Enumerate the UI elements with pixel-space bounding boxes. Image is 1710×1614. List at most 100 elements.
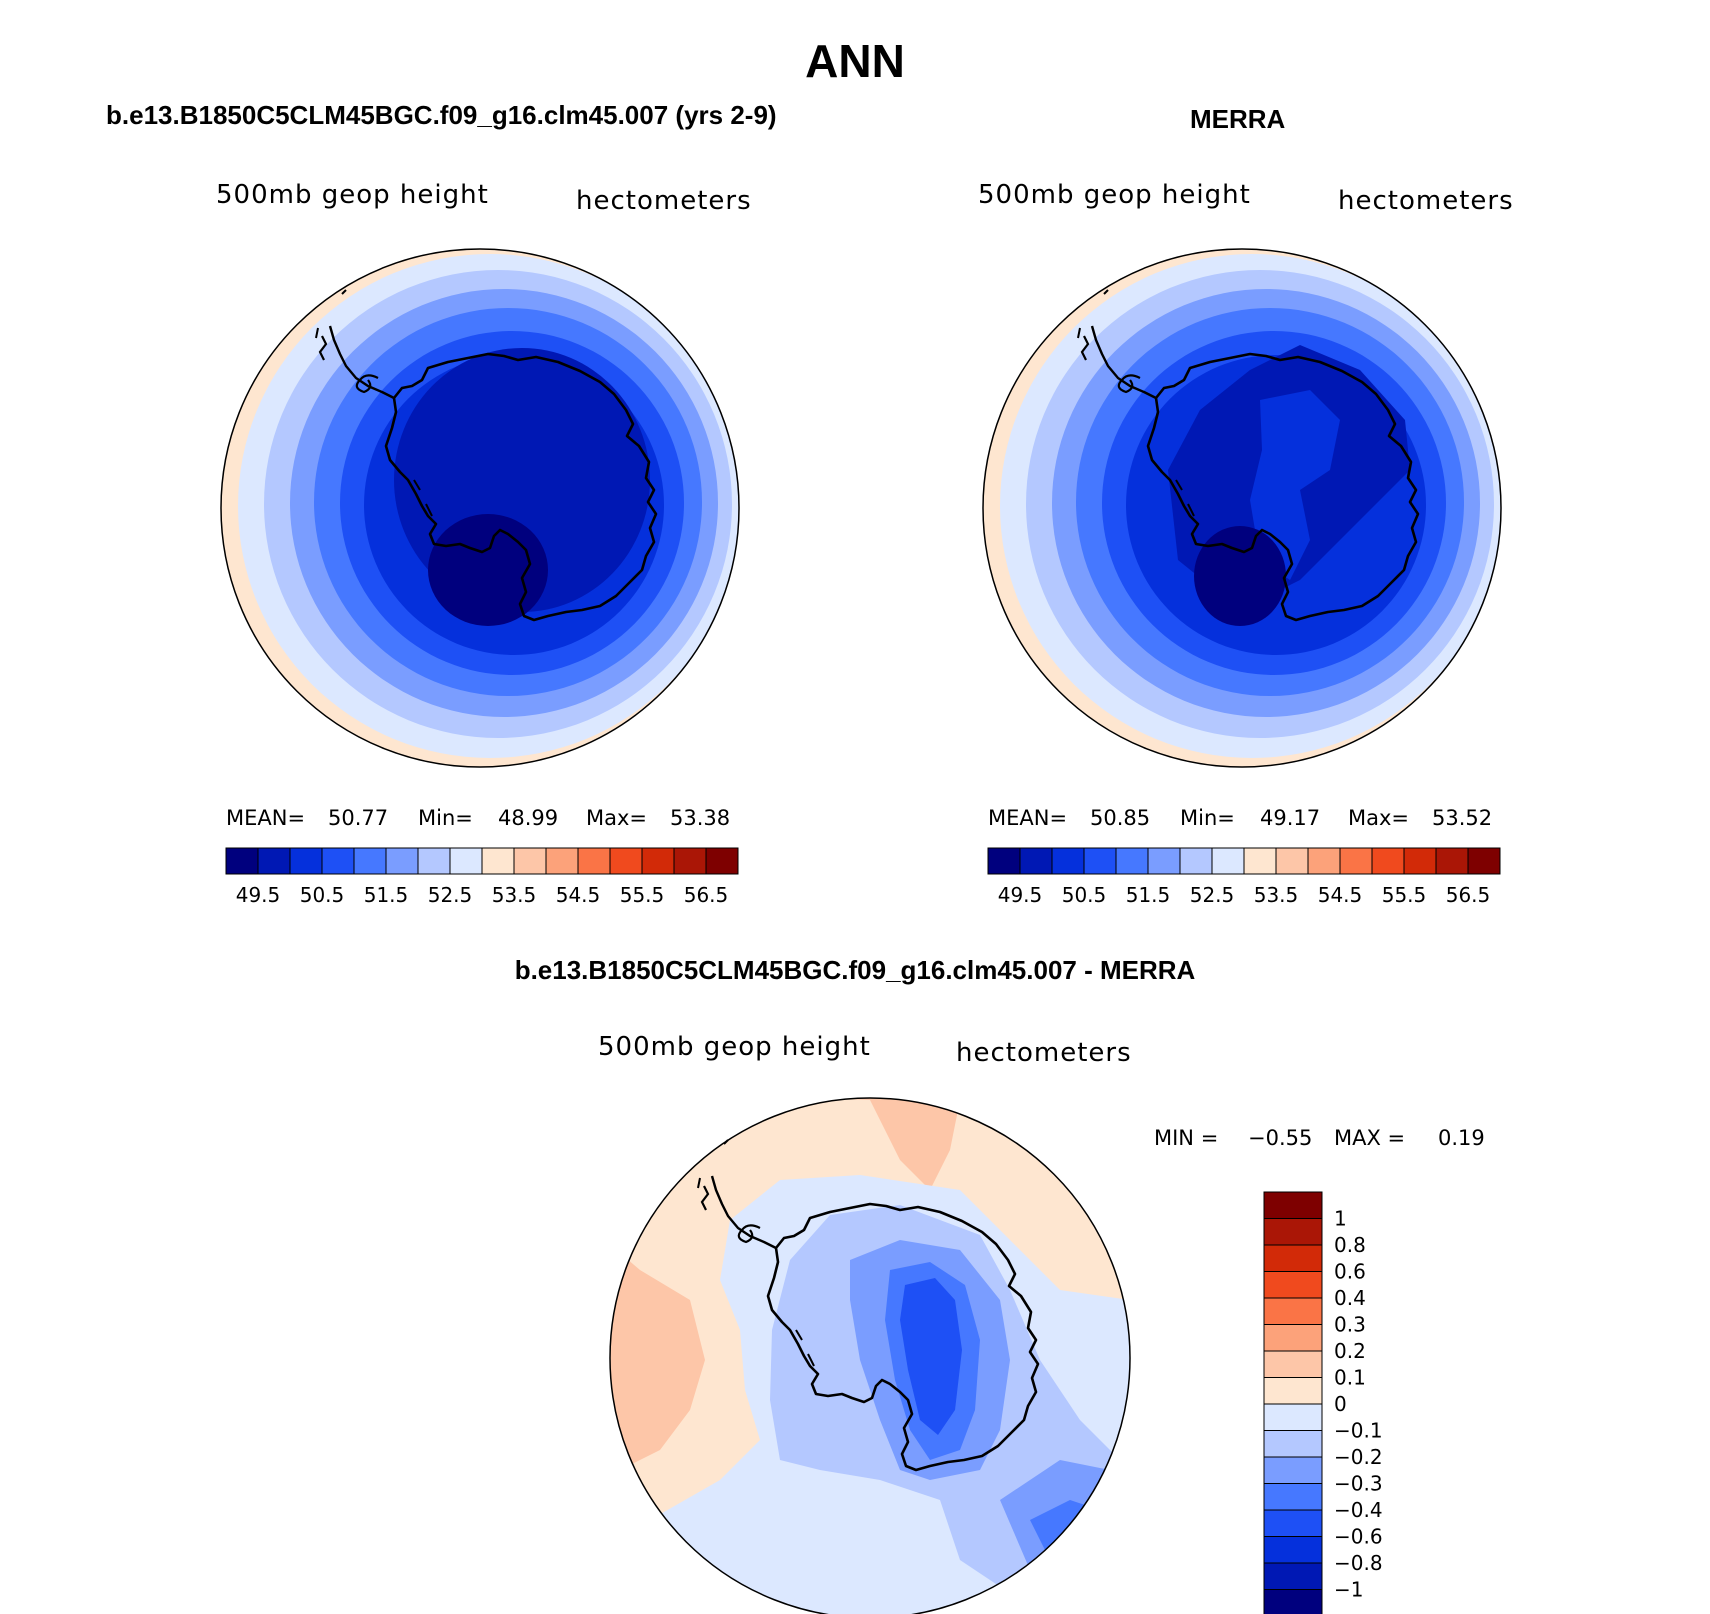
panel2-max-label: Max=: [1348, 806, 1410, 830]
panel1-colorbar-box: [609, 847, 643, 875]
panel2-colorbar-box: [1179, 847, 1213, 875]
panel3-colorbar-box: [1263, 1191, 1323, 1219]
panel1-units-label: hectometers: [576, 186, 752, 216]
panel3-colorbar-box: [1263, 1271, 1323, 1299]
panel3-map: [609, 1097, 1131, 1614]
panel1-colorbar-box: [385, 847, 419, 875]
panel1-colorbar-box: [673, 847, 707, 875]
panel2-colorbar-tick-label: 54.5: [1318, 883, 1363, 907]
panel3-colorbar-tick-label: 0.4: [1334, 1286, 1366, 1310]
panel1-colorbar: 49.5 50.5 51.5 52.5 53.5 54.5 55.5 56.5: [225, 847, 739, 907]
panel3-colorbar-box: [1263, 1297, 1323, 1325]
panel1-variable-label: 500mb geop height: [216, 180, 489, 210]
panel2-colorbar-tick-label: 55.5: [1382, 883, 1427, 907]
panel3-colorbar-box: [1263, 1509, 1323, 1537]
panel2-colorbar-box: [1275, 847, 1309, 875]
panel2-title: MERRA: [1190, 104, 1286, 134]
panel2-colorbar-box: [1211, 847, 1245, 875]
panel1-colorbar-tick-label: 52.5: [428, 883, 473, 907]
panel2-colorbar-box: [1435, 847, 1469, 875]
panel1-colorbar-box: [289, 847, 323, 875]
panel3-colorbar-box: [1263, 1324, 1323, 1352]
panel2-max-value: 53.52: [1432, 806, 1493, 830]
panel2-colorbar-tick-label: 49.5: [998, 883, 1043, 907]
panel3-colorbar-tick-label: 1: [1334, 1207, 1347, 1231]
panel2-min-label: Min=: [1180, 806, 1235, 830]
panel2-colorbar-tick-label: 52.5: [1190, 883, 1235, 907]
panel3-colorbar-box: [1263, 1403, 1323, 1431]
panel1-colorbar-box: [225, 847, 259, 875]
panel3-colorbar: 10.8 0.60.4 0.30.2 0.10 −0.1−0.2 −0.3−0.4 −0.6…: [1263, 1191, 1383, 1614]
panel1-colorbar-tick-label: 49.5: [236, 883, 281, 907]
panel2-colorbar: 49.5 50.5 51.5 52.5 53.5 54.5 55.5 56.5: [987, 847, 1501, 907]
panel1-mean-label: MEAN=: [226, 806, 306, 830]
panel1-colorbar-tick-label: 56.5: [684, 883, 729, 907]
panel1-colorbar-box: [257, 847, 291, 875]
panel3-colorbar-tick-label: −0.6: [1334, 1525, 1383, 1549]
panel2-colorbar-box: [1147, 847, 1181, 875]
panel3-colorbar-tick-label: 0: [1334, 1392, 1347, 1416]
panel1-map: [220, 248, 740, 768]
panel1-colorbar-box: [641, 847, 675, 875]
panel2-colorbar-tick-label: 56.5: [1446, 883, 1491, 907]
panel1-colorbar-tick-label: 51.5: [364, 883, 409, 907]
panel1-title: b.e13.B1850C5CLM45BGC.f09_g16.clm45.007 …: [106, 100, 777, 130]
panel2-colorbar-box: [1019, 847, 1053, 875]
panel1-max-label: Max=: [586, 806, 648, 830]
panel1-colorbar-box: [353, 847, 387, 875]
panel3-colorbar-box: [1263, 1536, 1323, 1564]
panel2-colorbar-box: [1051, 847, 1085, 875]
panel3-colorbar-box: [1263, 1430, 1323, 1458]
panel3-colorbar-box: [1263, 1456, 1323, 1484]
panel1-min-label: Min=: [418, 806, 473, 830]
panel3-colorbar-tick-label: −0.4: [1334, 1498, 1383, 1522]
panel3-colorbar-box: [1263, 1589, 1323, 1614]
panel3-colorbar-tick-label: 0.3: [1334, 1313, 1366, 1337]
panel2-colorbar-tick-label: 51.5: [1126, 883, 1171, 907]
panel1-colorbar-box: [449, 847, 483, 875]
panel1-min-value: 48.99: [498, 806, 559, 830]
panel2-colorbar-box: [1339, 847, 1373, 875]
panel1-colorbar-tick-label: 53.5: [492, 883, 537, 907]
panel1-max-value: 53.38: [670, 806, 731, 830]
panel3-min-value: −0.55: [1248, 1126, 1313, 1150]
panel3-colorbar-tick-label: 0.1: [1334, 1366, 1366, 1390]
panel3-colorbar-box: [1263, 1244, 1323, 1272]
panel3-units-label: hectometers: [956, 1038, 1132, 1068]
panel3-colorbar-tick-label: −0.1: [1334, 1419, 1383, 1443]
panel1-colorbar-box: [321, 847, 355, 875]
panel1-colorbar-box: [577, 847, 611, 875]
panel3-colorbar-box: [1263, 1483, 1323, 1511]
panel1-colorbar-tick-label: 50.5: [300, 883, 345, 907]
panel3-colorbar-tick-label: 0.2: [1334, 1339, 1366, 1363]
panel2-colorbar-tick-label: 50.5: [1062, 883, 1107, 907]
panel2-colorbar-box: [1083, 847, 1117, 875]
panel2-colorbar-box: [987, 847, 1021, 875]
panel2-colorbar-tick-label: 53.5: [1254, 883, 1299, 907]
panel3-colorbar-tick-label: 0.8: [1334, 1233, 1366, 1257]
panel2-colorbar-box: [1467, 847, 1501, 875]
panel3-max-value: 0.19: [1438, 1126, 1485, 1150]
panel3-colorbar-tick-label: −0.2: [1334, 1445, 1383, 1469]
panel1-colorbar-box: [417, 847, 451, 875]
panel2-units-label: hectometers: [1338, 186, 1514, 216]
figure-title: ANN: [805, 35, 905, 87]
panel2-variable-label: 500mb geop height: [978, 180, 1251, 210]
panel2-colorbar-box: [1115, 847, 1149, 875]
panel3-colorbar-tick-label: −1: [1334, 1578, 1363, 1602]
panel2-min-value: 49.17: [1260, 806, 1321, 830]
panel3-colorbar-tick-label: 0.6: [1334, 1260, 1366, 1284]
panel1-colorbar-box: [481, 847, 515, 875]
panel2-colorbar-box: [1307, 847, 1341, 875]
panel1-colorbar-tick-label: 54.5: [556, 883, 601, 907]
panel2-colorbar-box: [1403, 847, 1437, 875]
panel3-title: b.e13.B1850C5CLM45BGC.f09_g16.clm45.007 …: [514, 955, 1196, 985]
panel3-variable-label: 500mb geop height: [598, 1032, 871, 1062]
panel3-colorbar-tick-label: −0.3: [1334, 1472, 1383, 1496]
panel3-colorbar-box: [1263, 1562, 1323, 1590]
panel3-colorbar-box: [1263, 1377, 1323, 1405]
panel3-colorbar-box: [1263, 1350, 1323, 1378]
panel3-min-label: MIN =: [1154, 1126, 1219, 1150]
panel3-colorbar-tick-label: −0.8: [1334, 1551, 1383, 1575]
